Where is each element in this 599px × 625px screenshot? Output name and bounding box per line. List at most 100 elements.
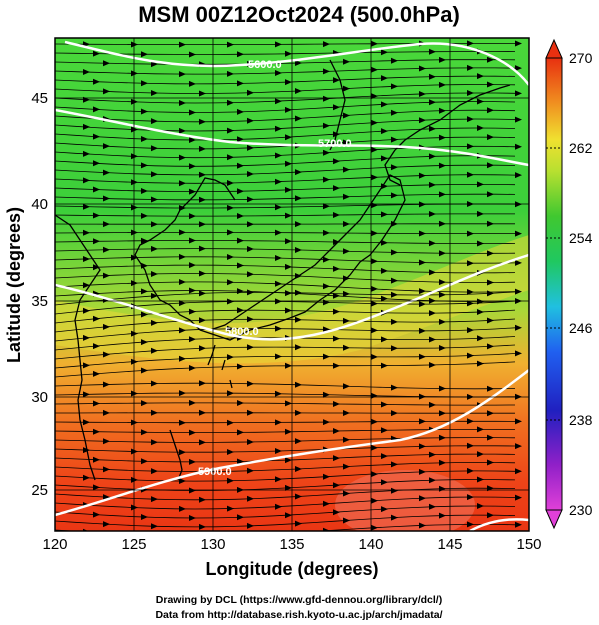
stream-arrow xyxy=(477,181,484,188)
stream-arrow xyxy=(391,192,398,199)
colorbar-tick-262: 262 xyxy=(569,140,593,156)
contour-label-5900: 5900.0 xyxy=(198,466,232,478)
stream-arrow xyxy=(477,73,484,80)
colorbar-ticks xyxy=(546,147,562,421)
stream-arrow xyxy=(467,116,474,123)
stream-arrow xyxy=(151,292,158,299)
stream-arrow xyxy=(131,179,138,186)
stream-arrow xyxy=(343,166,350,173)
stream-arrow xyxy=(131,126,138,133)
stream-arrow xyxy=(285,307,292,314)
stream-arrow xyxy=(179,180,186,187)
stream-arrow xyxy=(487,343,494,350)
stream-arrow xyxy=(419,353,426,360)
stream-arrow xyxy=(179,419,186,426)
stream-arrow xyxy=(323,122,330,129)
stream-arrow xyxy=(275,98,282,105)
stream-arrow xyxy=(323,68,330,75)
stream-arrow xyxy=(343,517,350,524)
stream-arrow xyxy=(381,267,388,274)
stream-arrow xyxy=(103,88,110,95)
stream-arrow xyxy=(467,442,474,449)
stream-arrow xyxy=(199,171,206,178)
streamline xyxy=(55,524,516,531)
stream-arrow xyxy=(477,309,484,315)
stream-arrow xyxy=(247,409,254,416)
x-tick-150: 150 xyxy=(516,536,541,553)
stream-arrow xyxy=(323,500,330,507)
stream-arrow xyxy=(179,355,186,362)
stream-arrow xyxy=(439,345,446,351)
stream-arrow xyxy=(343,112,350,119)
stream-arrow xyxy=(487,512,494,519)
stream-arrow xyxy=(103,195,110,202)
streamline xyxy=(55,437,516,443)
stream-arrow xyxy=(343,193,350,200)
stream-arrow xyxy=(295,438,302,445)
stream-arrow xyxy=(83,69,90,75)
stream-arrow xyxy=(295,247,302,253)
stream-arrow xyxy=(371,174,378,181)
stream-arrow xyxy=(93,484,100,491)
stream-arrow xyxy=(323,283,330,290)
stream-arrow xyxy=(237,80,244,87)
stream-arrow xyxy=(295,381,302,388)
stream-arrow xyxy=(295,409,302,416)
streamline xyxy=(55,487,516,501)
stream-arrow xyxy=(151,171,158,178)
stream-arrow xyxy=(199,345,206,352)
credit-data: Data from http://database.rish.kyoto-u.a… xyxy=(155,609,442,621)
stream-arrow xyxy=(227,229,234,236)
stream-arrow xyxy=(323,41,330,48)
stream-arrow xyxy=(199,317,206,324)
stream-arrow xyxy=(419,495,426,502)
x-tick-labels: 120 125 130 135 140 145 150 xyxy=(42,536,541,553)
stream-arrow xyxy=(381,155,388,162)
stream-arrow xyxy=(227,70,234,77)
stream-arrow xyxy=(103,409,110,416)
stream-arrow xyxy=(419,522,426,529)
stream-arrow xyxy=(429,181,436,188)
stream-arrow xyxy=(439,250,446,257)
stream-arrow xyxy=(381,239,388,246)
stream-arrow xyxy=(487,410,494,417)
stream-arrow xyxy=(419,230,426,237)
stream-arrow xyxy=(285,79,292,86)
stream-arrow xyxy=(131,70,138,77)
stream-arrow xyxy=(467,521,474,528)
korea-coast xyxy=(134,177,236,331)
stream-arrow xyxy=(487,56,494,63)
stream-arrow xyxy=(477,451,484,458)
stream-arrow xyxy=(275,448,282,454)
stream-arrow xyxy=(439,81,446,88)
stream-arrow xyxy=(151,380,158,387)
stream-arrow xyxy=(227,180,234,186)
stream-arrow xyxy=(295,344,302,351)
stream-arrow xyxy=(103,60,110,67)
stream-arrow xyxy=(381,506,388,513)
stream-arrow xyxy=(467,467,474,474)
stream-arrow xyxy=(487,107,494,114)
streamline xyxy=(55,136,516,150)
stream-arrow xyxy=(237,458,244,465)
streamlines xyxy=(55,40,522,531)
stream-arrow xyxy=(487,220,494,227)
stream-arrow xyxy=(439,385,446,392)
stream-arrow xyxy=(323,229,330,236)
graticule xyxy=(55,38,529,531)
stream-arrow xyxy=(515,40,522,47)
stream-arrow xyxy=(515,90,522,97)
stream-arrow xyxy=(103,221,110,228)
transition-band xyxy=(55,235,529,364)
stream-arrow xyxy=(467,327,474,334)
stream-arrow xyxy=(285,186,292,193)
stream-arrow xyxy=(333,482,340,489)
streamline xyxy=(55,514,516,528)
coastlines xyxy=(55,59,511,481)
stream-arrow xyxy=(515,350,522,357)
stream-arrow xyxy=(371,230,378,237)
warm-anomaly xyxy=(335,470,475,531)
stream-arrow xyxy=(515,418,522,425)
stream-arrow xyxy=(93,186,100,193)
y-tick-25: 25 xyxy=(31,482,48,499)
